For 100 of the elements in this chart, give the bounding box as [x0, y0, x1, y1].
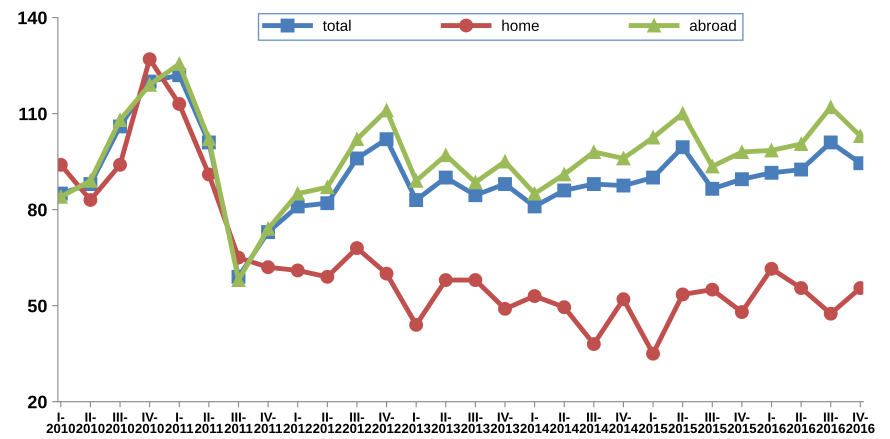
point [528, 186, 542, 201]
point [320, 196, 334, 210]
point [113, 158, 127, 172]
point [498, 177, 512, 191]
x-tick-label: III- 2015 [698, 412, 727, 434]
point [557, 300, 572, 314]
point [320, 180, 334, 194]
x-tick-label: IV- 2011 [254, 412, 282, 434]
point [557, 183, 572, 198]
point [705, 159, 720, 174]
x-tick-label: IV- 2012 [372, 412, 401, 434]
point [734, 172, 749, 186]
x-tick-label: I- 2010 [46, 412, 75, 434]
legend-label: abroad [690, 20, 736, 32]
point [350, 132, 364, 146]
point [794, 281, 808, 295]
x-tick-label: III- 2010 [106, 412, 134, 434]
y-tick-label: 20 [28, 396, 47, 408]
point [83, 193, 98, 207]
x-tick-label: III- 2016 [816, 412, 845, 434]
x-tick-label: I- 2016 [757, 412, 786, 434]
point [409, 318, 424, 332]
point [586, 337, 601, 352]
x-tick-label: II- 2014 [550, 412, 579, 434]
x-tick-label: IV- 2010 [135, 412, 164, 434]
x-tick-label: IV- 2013 [490, 412, 520, 434]
point [498, 302, 512, 316]
point [142, 78, 157, 92]
legend-label: home [502, 20, 539, 32]
point [290, 186, 305, 201]
point [616, 178, 630, 193]
y-tick-label: 80 [28, 204, 47, 216]
point [498, 154, 512, 169]
point [468, 273, 482, 287]
point [616, 292, 630, 306]
x-tick-label: II- 2013 [432, 412, 460, 434]
point [646, 170, 660, 185]
y-tick-label: 140 [18, 11, 47, 24]
point [202, 167, 216, 182]
point [83, 174, 98, 188]
point [409, 174, 424, 188]
point [468, 188, 482, 202]
point [794, 162, 808, 177]
x-tick-label: III- 2013 [461, 412, 490, 434]
x-tick-label: I- 2014 [520, 412, 550, 434]
point [380, 103, 394, 118]
x-tick-label: III- 2014 [580, 412, 608, 434]
y-tick-label: 50 [28, 300, 47, 312]
x-tick-label: I- 2013 [402, 412, 430, 434]
point [616, 151, 630, 166]
x-tick-label: II- 2012 [313, 412, 342, 434]
point [261, 260, 276, 274]
point [409, 193, 424, 207]
legend-label: total [322, 20, 351, 32]
point [676, 288, 690, 302]
x-tick-label: II- 2011 [195, 412, 223, 434]
point [734, 305, 749, 319]
point [764, 143, 778, 158]
point [676, 140, 690, 154]
point [794, 137, 808, 151]
x-tick-label: II- 2015 [668, 412, 697, 434]
point [734, 145, 749, 159]
point [646, 130, 660, 145]
point [142, 52, 157, 66]
point [468, 175, 482, 190]
point [824, 135, 838, 150]
point [290, 263, 305, 278]
point [705, 182, 720, 196]
x-tick-label: I- 2011 [165, 412, 194, 434]
x-tick-label: IV- 2014 [609, 412, 638, 434]
x-tick-label: IV- 2015 [728, 412, 756, 434]
point [438, 273, 453, 287]
point [705, 282, 720, 297]
x-tick-label: II- 2016 [786, 412, 816, 434]
point [380, 266, 394, 281]
x-tick-label: IV- 2016 [846, 412, 875, 434]
point [172, 57, 186, 71]
point [172, 97, 186, 111]
point [764, 262, 778, 276]
point [350, 151, 364, 166]
point [528, 289, 542, 303]
point [320, 270, 334, 284]
point [557, 167, 572, 182]
point [528, 199, 542, 214]
point [586, 145, 601, 159]
x-tick-label: II- 2010 [76, 412, 105, 434]
point [824, 306, 838, 321]
x-tick-label: I- 2015 [638, 412, 668, 434]
point [261, 222, 276, 236]
point [764, 166, 778, 180]
point [438, 170, 453, 185]
x-tick-label: III- 2011 [224, 412, 252, 434]
y-tick-label: 110 [19, 108, 47, 120]
point [202, 132, 216, 146]
point [586, 177, 601, 191]
point [113, 113, 127, 127]
x-tick-label: III- 2012 [342, 412, 372, 434]
x-tick-label: I- 2012 [283, 412, 312, 434]
point [646, 346, 660, 361]
point [350, 241, 364, 255]
